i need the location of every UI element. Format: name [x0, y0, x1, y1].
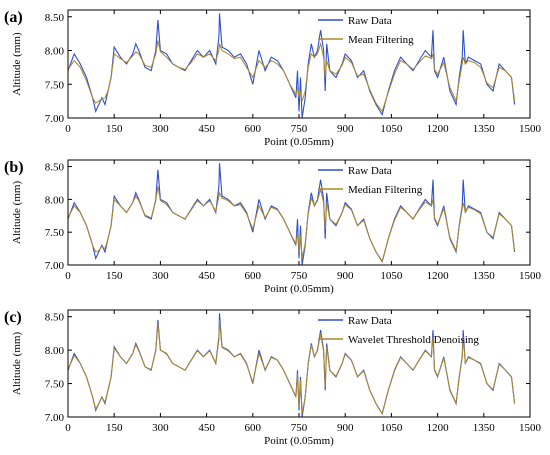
panel-label: (a): [4, 9, 23, 26]
filtered-line: [68, 40, 516, 113]
x-axis-label: Point (0.05mm): [264, 136, 334, 148]
y-tick-label: 8.50: [45, 12, 65, 24]
chart-panel: (a) 0 150 300 450 600 750 900 1050 1200 1350 1500 7.…: [4, 9, 542, 148]
y-tick-label: 7.50: [45, 79, 65, 91]
x-tick-label: 600: [245, 123, 262, 135]
legend-filtered-label: Median Filtering: [348, 184, 423, 196]
x-tick-label: 300: [152, 270, 169, 282]
y-axis-label: Altitude (mm): [11, 181, 23, 245]
x-tick-label: 0: [65, 422, 71, 434]
x-tick-label: 150: [106, 123, 123, 135]
x-tick-label: 0: [65, 270, 71, 282]
x-tick-label: 1200: [427, 270, 450, 282]
y-tick-label: 7.50: [45, 379, 65, 391]
legend-raw-label: Raw Data: [348, 165, 392, 177]
filtered-line: [68, 319, 516, 415]
x-tick-label: 450: [198, 123, 215, 135]
y-tick-label: 8.00: [45, 46, 65, 58]
y-tick-label: 8.00: [45, 345, 65, 357]
y-tick-label: 8.50: [45, 312, 65, 324]
x-tick-label: 150: [106, 422, 123, 434]
y-axis-label: Altitude (mm): [11, 32, 23, 96]
y-tick-label: 7.00: [45, 113, 65, 125]
x-axis-label: Point (0.05mm): [264, 435, 334, 447]
y-tick-label: 7.50: [45, 227, 65, 239]
y-tick-label: 8.50: [45, 162, 65, 174]
x-tick-label: 1500: [519, 422, 542, 434]
x-tick-label: 900: [337, 270, 354, 282]
x-tick-label: 900: [337, 123, 354, 135]
legend-raw-label: Raw Data: [348, 315, 392, 327]
x-tick-label: 1200: [427, 422, 450, 434]
filtered-line: [68, 186, 516, 263]
x-tick-label: 1350: [473, 422, 496, 434]
x-tick-label: 1500: [519, 123, 542, 135]
x-tick-label: 1050: [380, 422, 403, 434]
raw-data-line: [68, 163, 516, 265]
x-tick-label: 1050: [380, 123, 403, 135]
x-tick-label: 1500: [519, 270, 542, 282]
y-tick-label: 7.00: [45, 260, 65, 272]
x-tick-label: 750: [291, 123, 308, 135]
y-axis-label: Altitude (mm): [11, 332, 23, 396]
x-tick-label: 1050: [380, 270, 403, 282]
x-tick-label: 450: [198, 270, 215, 282]
x-tick-label: 300: [152, 422, 169, 434]
x-tick-label: 1200: [427, 123, 450, 135]
legend-raw-label: Raw Data: [348, 15, 392, 27]
y-tick-label: 8.00: [45, 194, 65, 206]
x-tick-label: 600: [245, 422, 262, 434]
x-tick-label: 1350: [473, 123, 496, 135]
x-tick-label: 600: [245, 270, 262, 282]
x-tick-label: 750: [291, 422, 308, 434]
x-tick-label: 1350: [473, 270, 496, 282]
legend-filtered-label: Mean Filtering: [348, 34, 414, 46]
x-tick-label: 150: [106, 270, 123, 282]
x-tick-label: 0: [65, 123, 71, 135]
chart-panel: (b) 0 150 300 450 600 750 900 1050 1200 1350 1500 7.…: [4, 159, 542, 295]
raw-data-line: [68, 13, 516, 118]
x-tick-label: 450: [198, 422, 215, 434]
y-tick-label: 7.00: [45, 412, 65, 424]
x-axis-label: Point (0.05mm): [264, 283, 334, 295]
x-tick-label: 300: [152, 123, 169, 135]
panel-label: (b): [4, 159, 24, 176]
raw-data-line: [68, 313, 516, 417]
chart-panel: (c) 0 150 300 450 600 750 900 1050 1200 1350 1500 7.…: [4, 309, 542, 447]
panel-label: (c): [4, 309, 22, 326]
legend-filtered-label: Wavelet Threshold Denoising: [348, 334, 479, 346]
x-tick-label: 750: [291, 270, 308, 282]
x-tick-label: 900: [337, 422, 354, 434]
